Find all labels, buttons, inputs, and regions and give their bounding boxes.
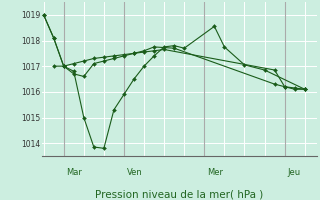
- Text: Jeu: Jeu: [287, 168, 300, 177]
- Text: Ven: Ven: [127, 168, 142, 177]
- Text: Pression niveau de la mer( hPa ): Pression niveau de la mer( hPa ): [95, 190, 263, 200]
- Text: Mar: Mar: [67, 168, 82, 177]
- Text: Mer: Mer: [207, 168, 223, 177]
